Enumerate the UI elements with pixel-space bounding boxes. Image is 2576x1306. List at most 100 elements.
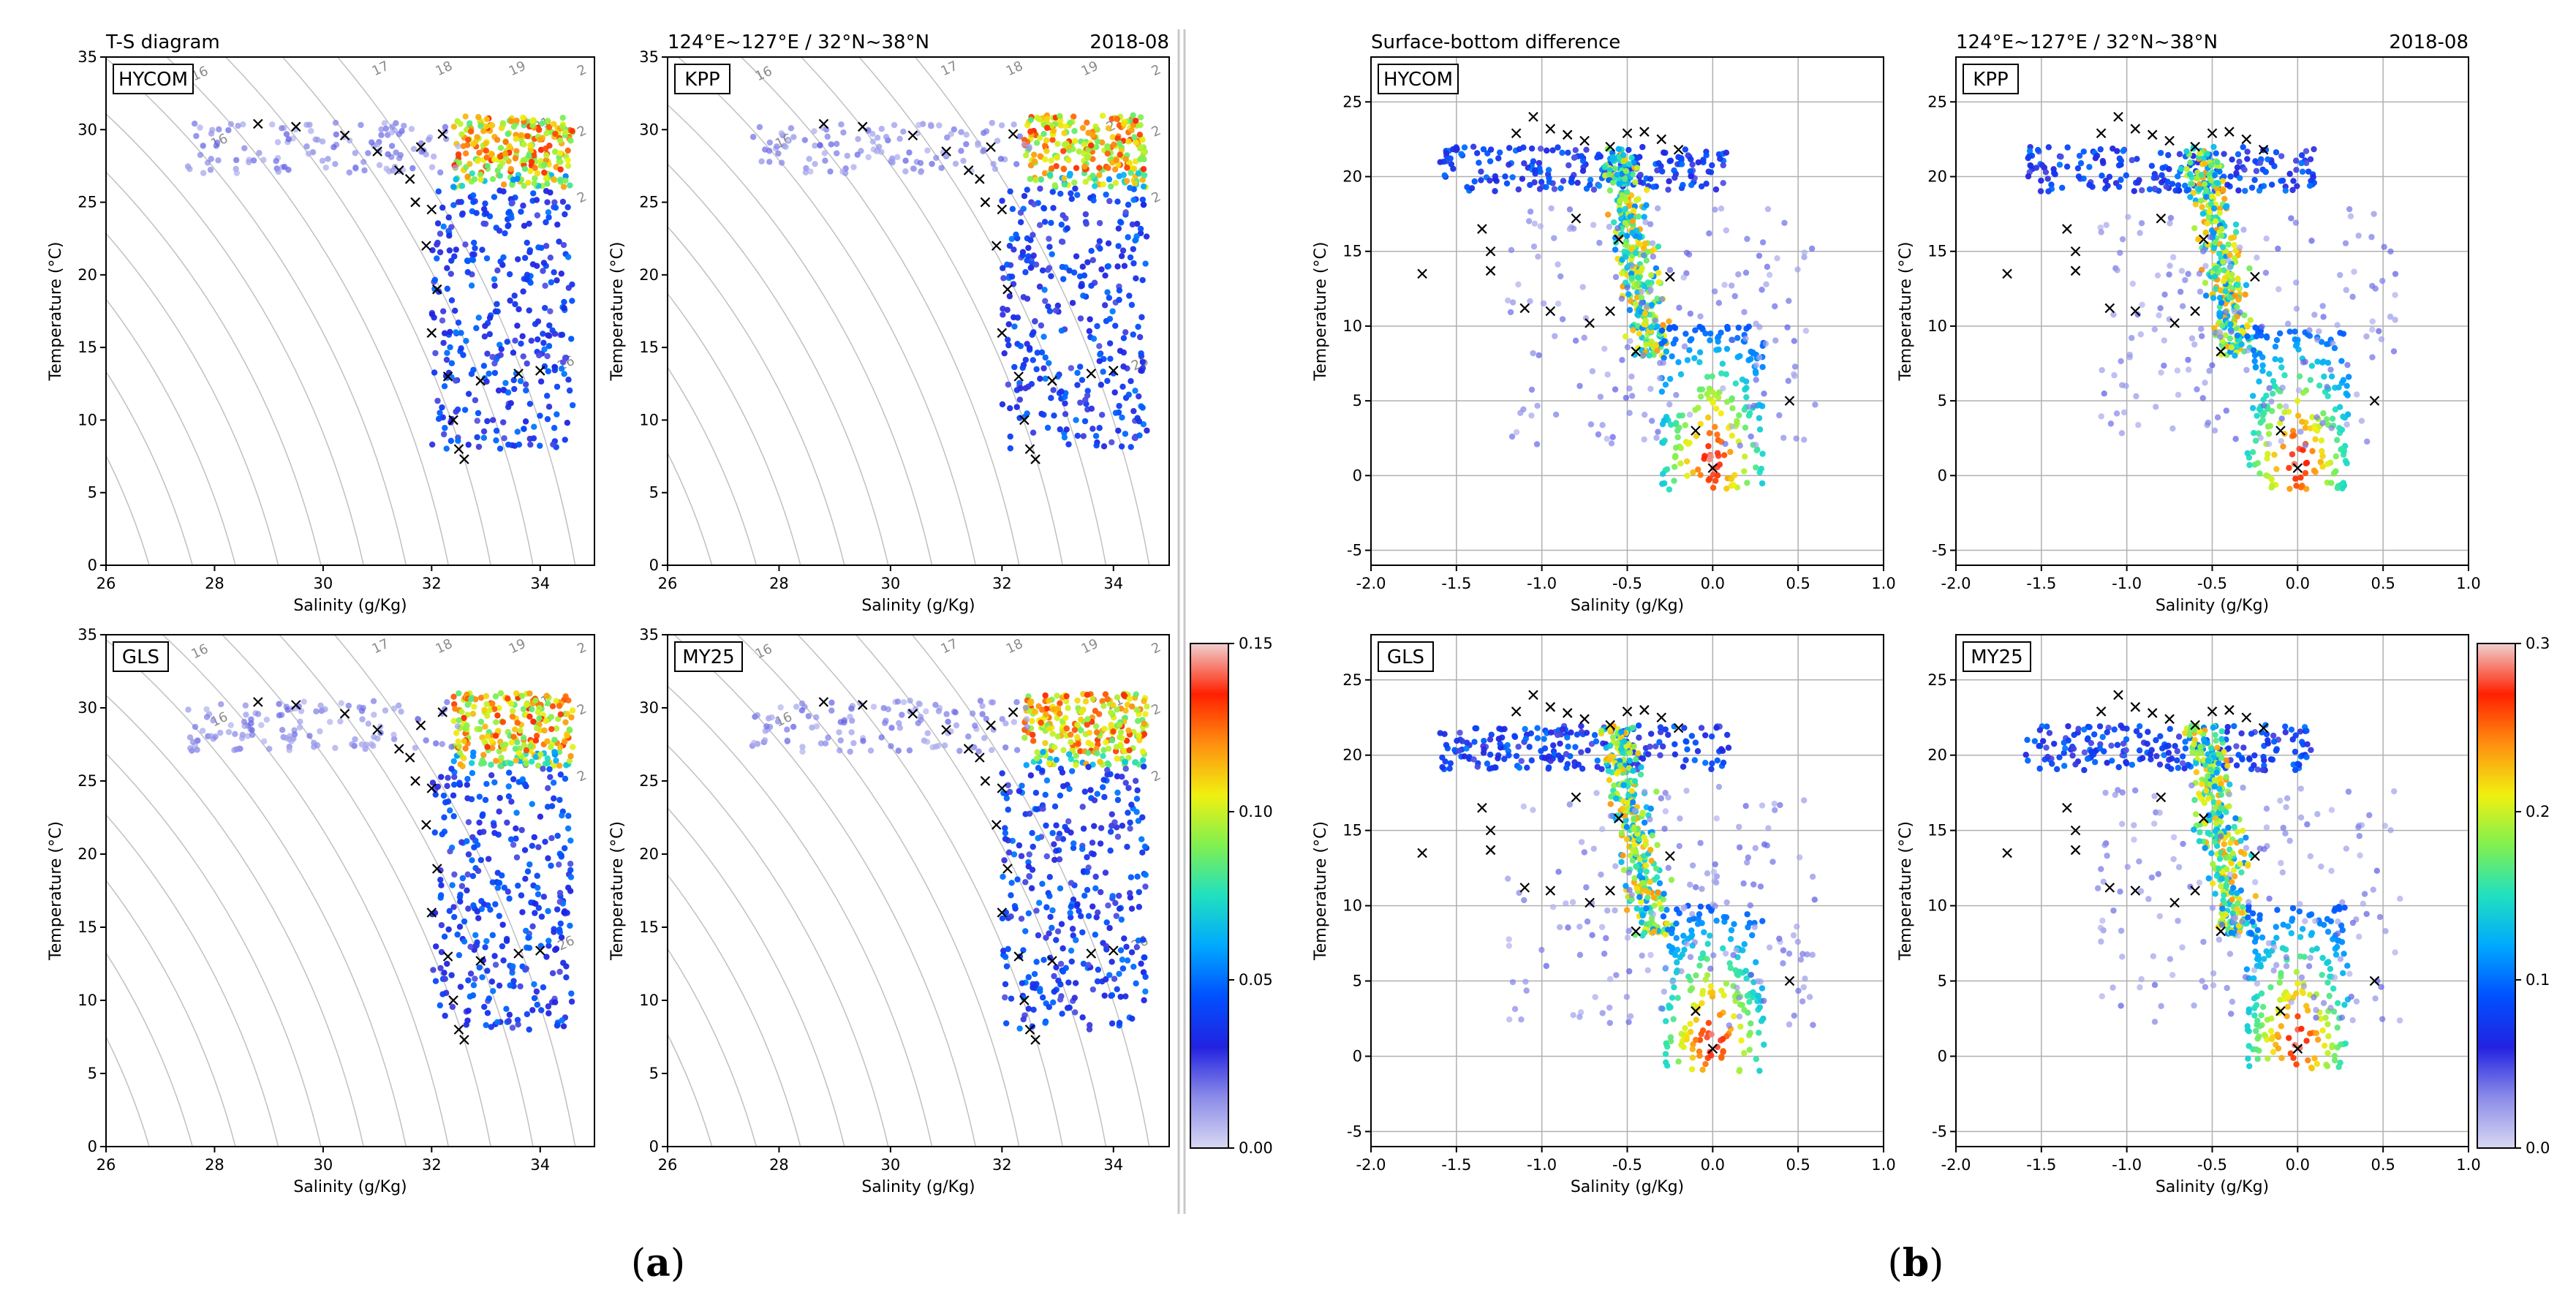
x-tick-label: 0.0 xyxy=(2286,575,2310,592)
observation-markers xyxy=(818,118,1119,464)
y-tick-label: 25 xyxy=(78,194,97,211)
isopycnal-line xyxy=(800,57,1063,565)
y-tick-label: 30 xyxy=(78,121,97,138)
y-tick-label: 15 xyxy=(639,339,659,356)
x-tick-label: 26 xyxy=(97,575,116,592)
chart-b-gls: -2.0 -1.5 -1.0 -0.5 0.0 0.5 1.0 -5 0 5 10 15 20 25 Sal… xyxy=(1312,634,1896,1196)
isopycnal-label: 16 xyxy=(189,641,211,663)
isopycnal-line xyxy=(668,104,933,565)
isopycnal-line xyxy=(106,1145,107,1147)
isopycnal-line xyxy=(736,635,1020,1147)
axes-frame xyxy=(667,56,1170,566)
y-tick-label: 5 xyxy=(88,1065,97,1082)
y-tick-label: 30 xyxy=(639,121,659,138)
isopycnal-line xyxy=(673,635,976,1147)
colorbar-tick-label: 0.15 xyxy=(1239,635,1273,652)
colorbar-tick-label: 0.1 xyxy=(2526,971,2550,989)
x-tick-label: 0.5 xyxy=(2371,575,2395,592)
y-tick-label: 30 xyxy=(639,699,659,717)
plot-area-b-gls xyxy=(1371,635,1884,1147)
x-tick-label: 1.0 xyxy=(2456,1156,2480,1174)
y-axis-label: Temperature (°C) xyxy=(1897,242,1915,382)
model-label-box xyxy=(674,641,743,672)
y-tick-label: 15 xyxy=(1342,243,1362,260)
x-tick-label: 30 xyxy=(881,1156,901,1174)
isopycnal-label: 18 xyxy=(433,58,455,80)
x-tick-label: 34 xyxy=(1103,1156,1123,1174)
isopycnal-line xyxy=(668,874,801,1147)
y-tick-label: 0 xyxy=(1938,467,1947,484)
isopycnal-label: 2 xyxy=(575,640,589,657)
y-tick-label: 15 xyxy=(639,918,659,936)
isopycnal-line xyxy=(165,57,449,565)
scatter-points xyxy=(185,690,576,1033)
isopycnal-label: 18 xyxy=(433,636,455,657)
model-label-box xyxy=(113,641,169,672)
panel-a-label: (a) xyxy=(631,1241,685,1286)
isopycnal-line xyxy=(106,880,236,1147)
scatter-points xyxy=(1437,143,1818,493)
y-tick-label: 10 xyxy=(78,992,97,1009)
colorbar-tick-label: 0.2 xyxy=(2526,803,2550,820)
isopycnal-label: 2 xyxy=(575,123,589,140)
x-tick-label: -1.5 xyxy=(1441,1156,1471,1174)
y-axis-label: Temperature (°C) xyxy=(1312,242,1330,382)
isopycnal-label: 2 xyxy=(1149,701,1163,719)
x-tick-label: 34 xyxy=(1103,575,1123,592)
isopycnal-line xyxy=(796,635,1063,1147)
isopycnal-line xyxy=(282,57,534,565)
model-label: MY25 xyxy=(1971,646,2022,668)
isopycnal-line xyxy=(858,57,1107,565)
isopycnal-label: 2 xyxy=(575,62,589,80)
x-tick-label: 0.0 xyxy=(2286,1156,2310,1174)
y-tick-label: 5 xyxy=(649,1065,659,1082)
isopycnal-line xyxy=(668,225,845,565)
chart-title: 124°E~127°E / 32°N~38°N xyxy=(1956,31,2218,53)
isopycnal-label: 19 xyxy=(1079,58,1101,80)
isopycnal-label: 19 xyxy=(507,58,529,80)
isopycnal-line xyxy=(668,366,758,565)
x-tick-label: 26 xyxy=(658,1156,678,1174)
model-label: KPP xyxy=(1973,69,2008,91)
y-tick-label: 0 xyxy=(1353,1047,1362,1065)
isopycnal-line xyxy=(668,948,758,1147)
scatter-points xyxy=(749,690,1150,1033)
isopycnal-label: 19 xyxy=(1079,636,1101,657)
chart-b-kpp: -2.0 -1.5 -1.0 -0.5 0.0 0.5 1.0 -5 0 5 10 15 20 25 Sal… xyxy=(1897,31,2481,615)
isopycnal-line xyxy=(224,57,491,565)
y-tick-label: 5 xyxy=(1938,973,1947,990)
chart-title: 124°E~127°E / 32°N~38°N xyxy=(668,31,929,53)
isopycnal-label: 2 xyxy=(575,701,589,719)
isopycnal-label: 2 xyxy=(1149,62,1163,80)
x-tick-label: -2.0 xyxy=(1941,1156,1971,1174)
x-tick-label: 28 xyxy=(205,1156,224,1174)
x-tick-label: -1.5 xyxy=(2026,575,2056,592)
isopycnal-label: 2 xyxy=(575,189,589,206)
y-tick-label: -5 xyxy=(1347,542,1362,559)
observation-markers xyxy=(1417,690,1795,1054)
y-tick-label: 20 xyxy=(1927,168,1947,186)
y-tick-label: 0 xyxy=(649,556,659,574)
isopycnal-label: 17 xyxy=(370,58,392,80)
isopycnal-label: 18 xyxy=(1004,636,1026,657)
isopycnal-label: 2 xyxy=(1149,768,1163,785)
y-tick-label: 10 xyxy=(639,411,659,429)
colorbar-a: 0.00 0.05 0.10 0.15 xyxy=(1190,635,1273,1157)
y-tick-label: 10 xyxy=(639,992,659,1009)
isopycnal-line xyxy=(278,635,534,1147)
x-tick-label: -0.5 xyxy=(1612,1156,1642,1174)
y-tick-label: 0 xyxy=(1353,467,1362,484)
isopycnal-line xyxy=(29,708,697,1306)
isopycnal-line xyxy=(106,370,193,565)
y-axis-label: Temperature (°C) xyxy=(1897,821,1915,961)
x-axis-label: Salinity (g/Kg) xyxy=(2156,597,2269,615)
y-tick-label: 25 xyxy=(1342,93,1362,110)
y-tick-label: 0 xyxy=(88,556,97,574)
chart-date: 2018-08 xyxy=(1089,31,1169,53)
y-tick-label: 35 xyxy=(639,48,659,66)
x-tick-label: 30 xyxy=(314,575,333,592)
y-tick-label: 20 xyxy=(1342,168,1362,186)
y-axis-label: Temperature (°C) xyxy=(1312,821,1330,961)
y-tick-label: 25 xyxy=(1927,671,1947,689)
